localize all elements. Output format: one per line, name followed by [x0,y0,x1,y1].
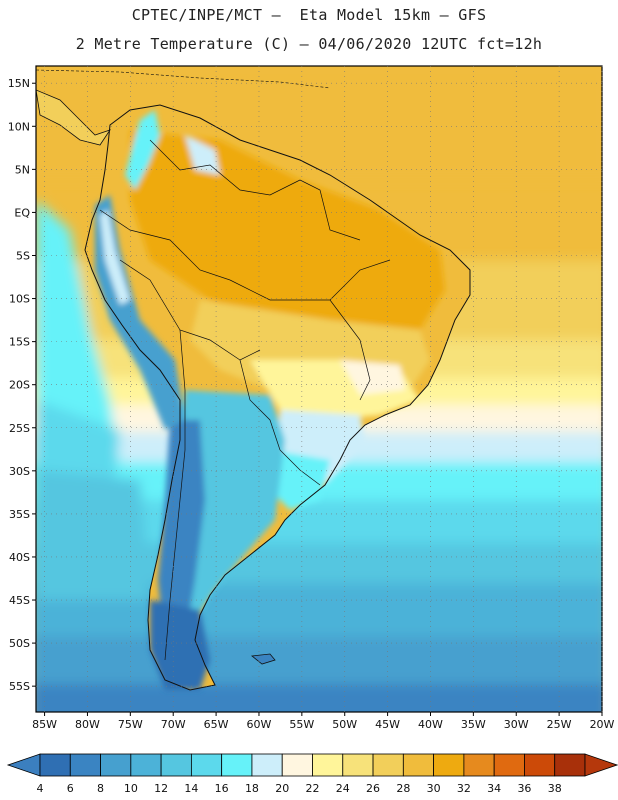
map-frame [35,65,603,713]
colorbar-label: 34 [487,782,501,795]
colorbar-label: 10 [124,782,138,795]
lat-tick-label: 35S [9,508,30,521]
country-borders [99,139,391,661]
colorbar-swatch [130,753,162,777]
colorbar-swatch [554,753,586,777]
colorbar-label: 20 [275,782,289,795]
lat-tick-label: 15N [8,77,30,90]
colorbar-label: 32 [457,782,471,795]
lat-tick-label: 40S [9,551,30,564]
colorbar-swatch [402,753,435,777]
lat-tick-label: EQ [14,206,30,219]
lon-tick-label: 40W [418,718,443,731]
lat-tick-label: 10S [9,293,30,306]
colorbar-high-arrow [584,753,618,777]
colorbar-swatch [433,753,465,777]
colorbar-swatch [69,753,101,777]
colorbar-label: 4 [37,782,44,795]
lon-tick-label: 70W [161,718,186,731]
lat-tick-label: 45S [9,594,30,607]
colorbar-label: 26 [366,782,380,795]
lon-tick-label: 45W [375,718,400,731]
lon-tick-label: 20W [590,718,615,731]
lat-tick-label: 10N [8,120,30,133]
colorbar-swatch [190,753,223,777]
longitude-labels: 85W 80W 75W 70W 65W 60W 55W 50W 45W 40W 35W 30W 25W 2… [32,718,614,731]
lat-tick-label: 25S [9,422,30,435]
colorbar-swatch [39,753,71,777]
colorbar-label: 36 [517,782,531,795]
colorbar-label: 18 [245,782,259,795]
colorbar-swatch [221,753,253,777]
colorbar-label: 24 [336,782,350,795]
colorbar-swatch [281,753,313,777]
lat-tick-label: 20S [9,379,30,392]
lon-tick-label: 80W [75,718,100,731]
colorbar-label: 30 [427,782,441,795]
lat-tick-label: 50S [9,637,30,650]
colorbar-swatch [463,753,495,777]
colorbar-swatch [251,753,283,777]
lon-tick-label: 55W [289,718,314,731]
lon-tick-label: 75W [118,718,143,731]
colorbar-swatch [160,753,192,777]
lon-tick-label: 30W [504,718,529,731]
lat-tick-label: 55S [9,680,30,693]
colorbar-label: 12 [154,782,168,795]
lat-tick-label: 5N [15,163,30,176]
lon-tick-label: 60W [247,718,272,731]
lon-tick-label: 85W [32,718,57,731]
colorbar-swatch [372,753,404,777]
colorbar-label: 28 [396,782,410,795]
colorbar-swatch [342,753,374,777]
latitude-labels: 15N 10N 5N EQ 5S 10S 15S 20S 25S 30S 35S 40S 45S 50S 5… [8,77,31,693]
lat-tick-label: 30S [9,465,30,478]
lat-tick-label: 15S [9,336,30,349]
chart-title-line2: 2 Metre Temperature (C) – 04/06/2020 12U… [75,35,543,53]
south-america-landmass [36,69,471,691]
colorbar-label: 38 [548,782,562,795]
colorbar-swatch [312,753,344,777]
temperature-field [36,66,602,712]
colorbar-swatch [100,753,132,777]
colorbar-low-arrow [6,753,41,777]
lat-tick-label: 5S [16,249,30,262]
colorbar-label: 16 [215,782,229,795]
lon-tick-label: 50W [332,718,357,731]
lon-tick-label: 35W [461,718,486,731]
chart-title-line1: CPTEC/INPE/MCT – Eta Model 15km – GFS [131,6,487,24]
colorbar-label: 8 [97,782,104,795]
lon-tick-label: 25W [547,718,572,731]
graticule [32,66,603,716]
colorbar: 4 6 8 10 12 14 16 18 20 22 24 26 28 30 32 34 36 38 [6,753,618,795]
colorbar-swatch [524,753,556,777]
colorbar-label: 22 [306,782,320,795]
colorbar-label: 14 [184,782,198,795]
lon-tick-label: 65W [204,718,229,731]
colorbar-swatch [493,753,525,777]
colorbar-label: 6 [67,782,74,795]
